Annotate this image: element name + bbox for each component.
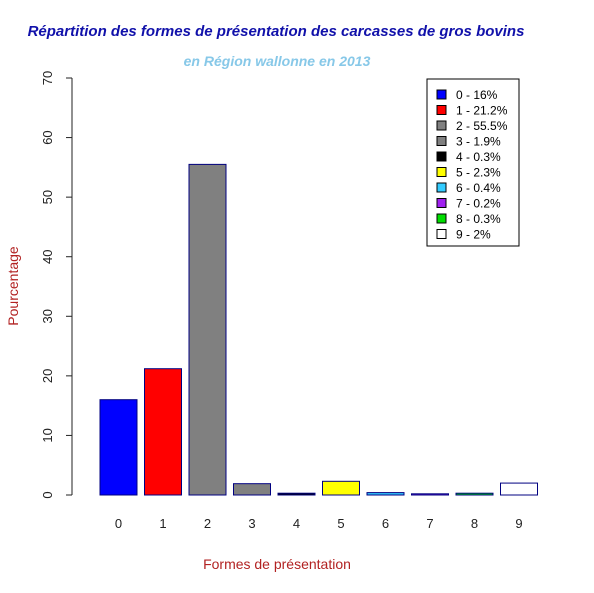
y-tick-label: 50 (40, 190, 55, 204)
bar-6 (366, 492, 405, 496)
legend-entry: 0 - 16% (456, 88, 498, 102)
bar-0 (99, 399, 138, 496)
x-tick-label: 5 (337, 516, 344, 531)
y-tick-label: 10 (40, 428, 55, 442)
legend-swatch (436, 167, 447, 177)
x-tick-label: 3 (248, 516, 255, 531)
legend-entry: 9 - 2% (456, 228, 491, 242)
bar-3 (233, 483, 271, 496)
bars (99, 163, 538, 496)
y-tick-label: 20 (40, 369, 55, 383)
bar-1 (144, 368, 182, 496)
bar-7 (411, 493, 449, 496)
x-tick-label: 9 (515, 516, 522, 531)
x-tick-label: 7 (426, 516, 433, 531)
legend-entry: 3 - 1.9% (456, 135, 501, 149)
bar-8 (455, 492, 494, 496)
x-tick-label: 8 (471, 516, 478, 531)
legend-entry: 8 - 0.3% (456, 212, 501, 226)
y-axis-label: Pourcentage (5, 246, 21, 326)
legend-entry: 2 - 55.5% (456, 119, 508, 133)
legend-swatch (436, 229, 447, 239)
chart-subtitle: en Région wallonne en 2013 (184, 53, 371, 69)
x-tick-label: 6 (382, 516, 389, 531)
legend-entry: 6 - 0.4% (456, 181, 501, 195)
legend-swatch (436, 105, 447, 115)
x-axis-tick-labels: 0 1 2 3 4 5 6 7 8 9 (115, 516, 523, 531)
y-tick-label: 60 (40, 130, 55, 144)
bar-5 (322, 480, 360, 496)
legend: 0 - 16% 1 - 21.2%2 - 55.5% 3 - 1.9%4 - 0.3… (426, 78, 520, 247)
legend-entry: 7 - 0.2% (456, 197, 501, 211)
y-tick-label: 30 (40, 309, 55, 323)
y-tick-label: 0 (40, 491, 55, 498)
legend-swatch (436, 213, 447, 224)
legend-swatch (436, 151, 447, 162)
x-axis-label: Formes de présentation (203, 556, 351, 572)
y-tick-label: 70 (40, 71, 55, 85)
x-tick-label: 4 (293, 516, 300, 531)
legend-swatch (436, 136, 447, 146)
x-tick-label: 2 (204, 516, 211, 531)
x-tick-label: 0 (115, 516, 122, 531)
x-tick-label: 1 (159, 516, 166, 531)
bar-2 (188, 163, 227, 496)
legend-swatch (436, 198, 447, 208)
legend-swatch (436, 182, 447, 193)
y-axis-ticks: 0 10 20 30 40 50 60 70 (40, 71, 72, 499)
legend-entry: 5 - 2.3% (456, 166, 501, 180)
legend-entry: 1 - 21.2% (456, 104, 508, 118)
chart-title: Répartition des formes de présentation d… (28, 23, 525, 40)
y-tick-label: 40 (40, 249, 55, 263)
legend-entry: 4 - 0.3% (456, 150, 501, 164)
bar-4 (277, 492, 316, 496)
legend-swatch (436, 120, 447, 131)
bar-9 (500, 482, 538, 496)
legend-swatch (436, 89, 447, 100)
